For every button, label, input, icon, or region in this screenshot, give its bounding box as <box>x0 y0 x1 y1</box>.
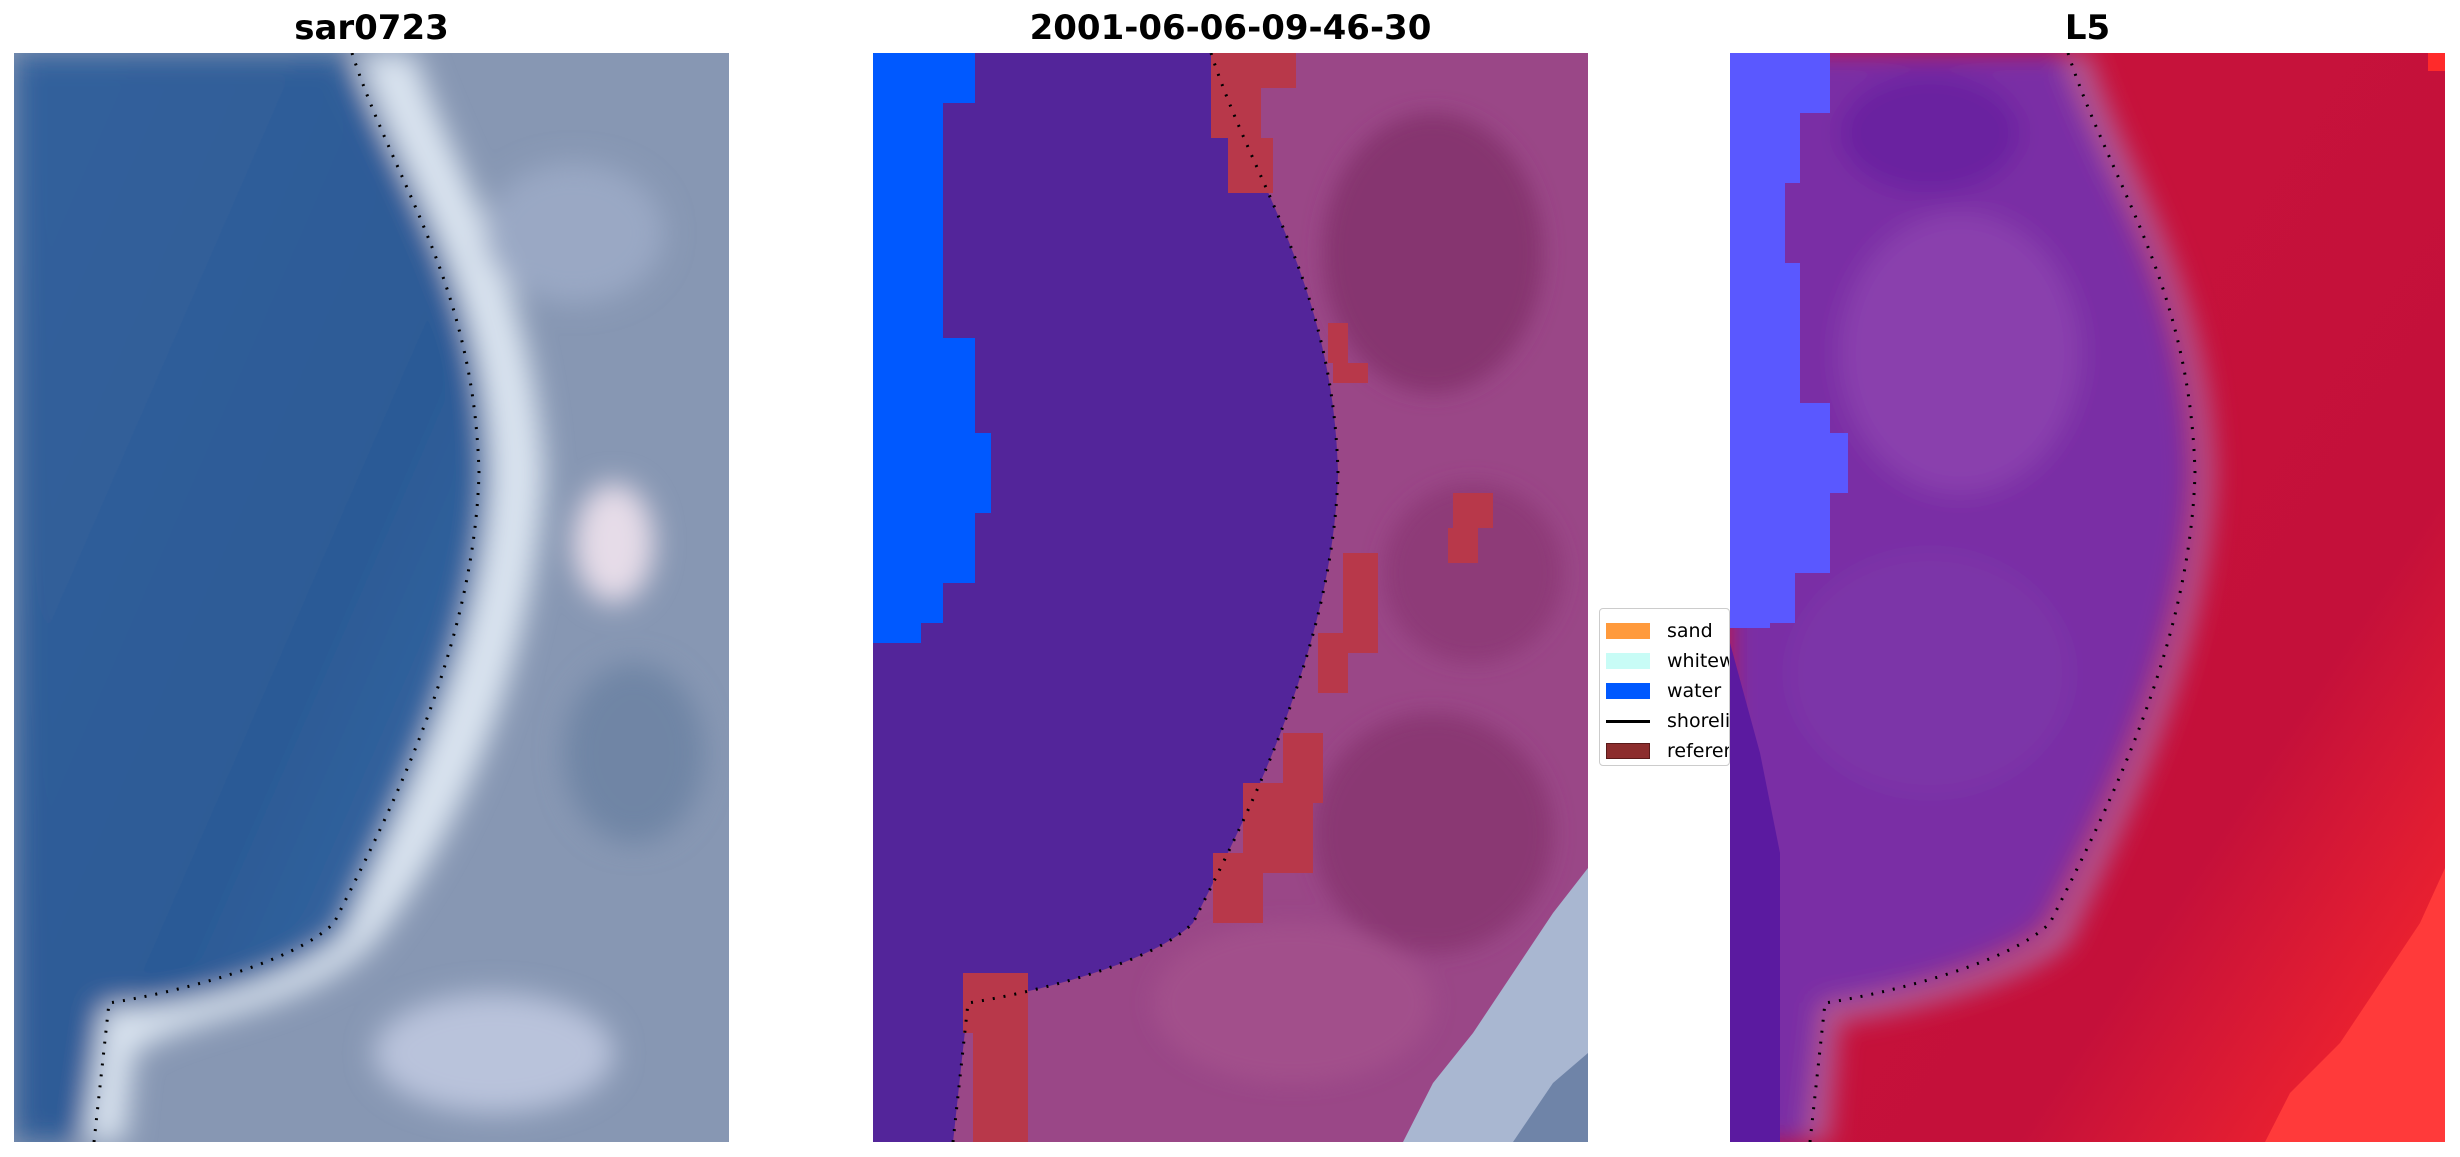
land-patch <box>564 663 704 843</box>
legend-item-water: water <box>1606 679 1721 703</box>
shoreline-dotted <box>1808 53 2197 1142</box>
rgb-image-panel <box>14 53 729 1142</box>
shoreline-dotted <box>92 53 481 1142</box>
land-patch-light <box>374 993 614 1113</box>
legend-label: sand <box>1667 620 1713 642</box>
surf-zone <box>84 53 544 1142</box>
classified-image-panel <box>873 53 1588 1142</box>
legend-label: shoreline <box>1667 710 1730 732</box>
shoreline-dotted <box>951 53 1340 1142</box>
legend-item-sand: sand <box>1606 619 1713 643</box>
panel-title-rgb: sar0723 <box>294 8 449 48</box>
bright-blob <box>574 483 654 603</box>
reference-patches <box>963 53 1493 1142</box>
classified-water <box>873 53 991 643</box>
legend-item-reference: reference <box>1606 739 1729 763</box>
index-transition <box>1790 53 2215 1142</box>
land-patch-top <box>484 163 664 303</box>
legend-swatch-reference <box>1606 743 1650 759</box>
sea-area <box>14 53 489 1142</box>
legend-label: reference <box>1667 740 1729 762</box>
panel-title-index: L5 <box>2064 8 2111 48</box>
index-blue-area <box>1730 53 1848 628</box>
index-image-panel <box>1730 53 2445 1142</box>
panel-title-classified: 2001-06-06-09-46-30 <box>1029 8 1432 48</box>
classified-water-deep <box>873 53 1338 1142</box>
index-bright-corner <box>2265 868 2445 1142</box>
legend-line-shoreline <box>1606 719 1650 723</box>
rgb-image <box>14 53 729 1142</box>
land-corner-dark <box>1513 1053 1588 1142</box>
legend-swatch-sand <box>1606 623 1650 639</box>
legend-swatch-water <box>1606 683 1650 699</box>
index-image <box>1730 53 2445 1142</box>
legend-swatch-whitewater <box>1606 653 1650 669</box>
land-corner <box>1403 868 1588 1142</box>
legend-item-shoreline: shoreline <box>1606 709 1730 733</box>
classified-image <box>873 53 1588 1142</box>
legend-label: water <box>1667 680 1722 702</box>
